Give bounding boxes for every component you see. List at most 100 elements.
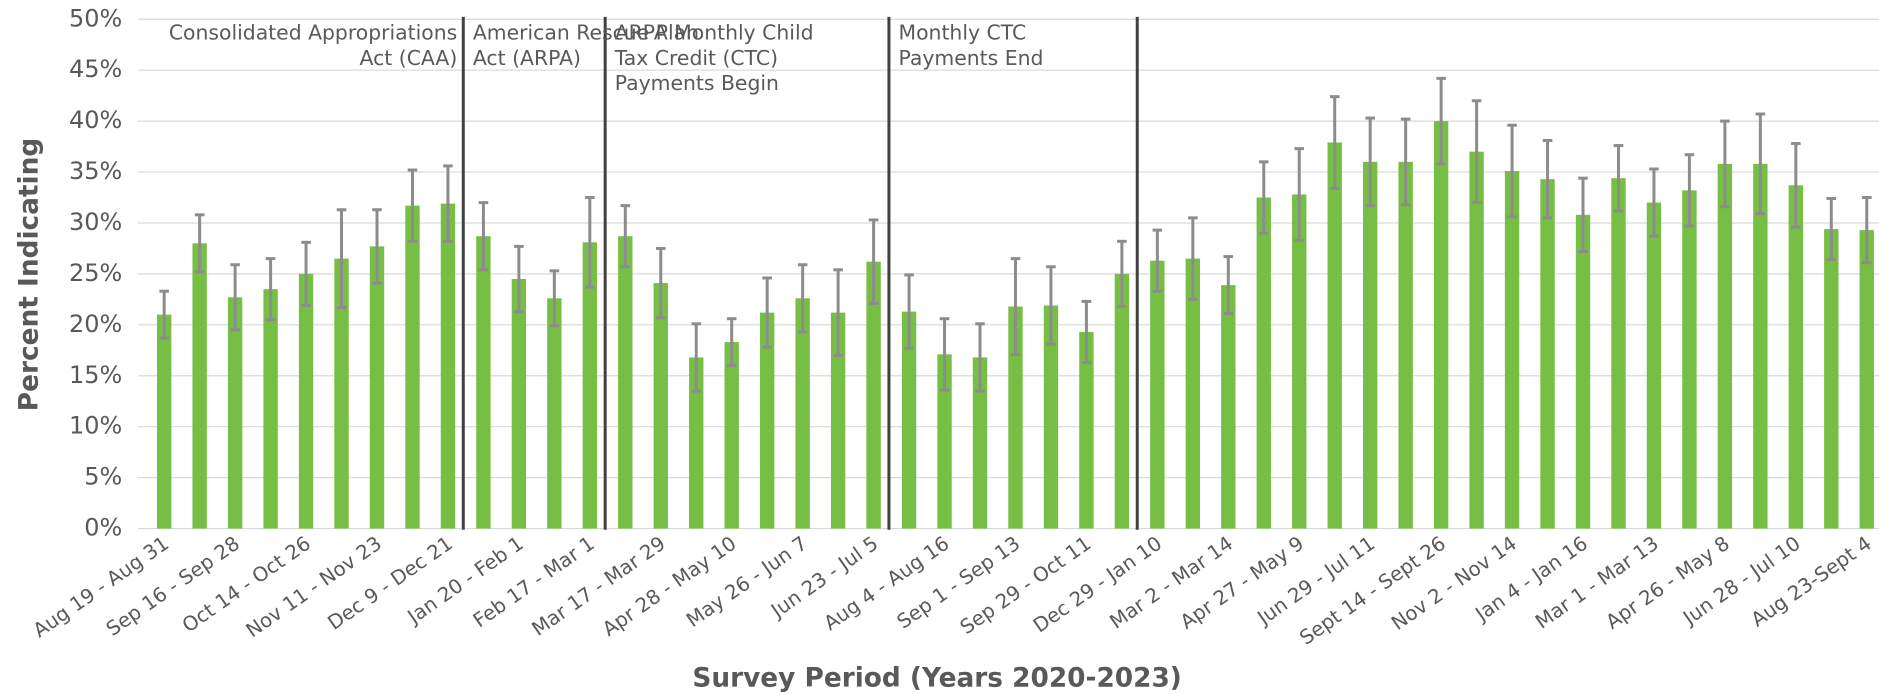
bar xyxy=(830,312,846,529)
bar xyxy=(1753,163,1768,529)
error-bar xyxy=(975,322,985,393)
bar xyxy=(1433,121,1449,529)
x-tick-label: Sep 29 - Oct 11 xyxy=(956,532,1095,639)
error-bar xyxy=(762,276,772,349)
error-bar xyxy=(1791,142,1801,229)
y-tick-label: 30% xyxy=(69,208,122,236)
bar xyxy=(937,354,952,529)
bar xyxy=(1256,197,1271,529)
bar xyxy=(440,203,456,529)
error-bar xyxy=(1578,176,1588,253)
bar xyxy=(1540,179,1555,529)
x-tick-label: Apr 26 - May 8 xyxy=(1602,532,1734,634)
bar xyxy=(1221,285,1236,529)
x-tick-label: May 26 - Jun 7 xyxy=(682,532,811,632)
bar xyxy=(263,289,278,529)
error-bar xyxy=(1861,196,1872,265)
bar xyxy=(795,298,810,529)
bar xyxy=(724,342,739,529)
bar xyxy=(1327,142,1342,529)
error-bar xyxy=(1720,119,1730,209)
bar xyxy=(1717,163,1733,529)
bar xyxy=(1824,229,1839,529)
y-tick-label: 25% xyxy=(69,259,122,287)
y-tick-label: 40% xyxy=(69,106,122,134)
x-tick-label: Dec 29 - Jan 10 xyxy=(1029,532,1166,638)
bar xyxy=(653,283,668,529)
bar xyxy=(227,297,243,529)
bar xyxy=(511,278,527,529)
bar xyxy=(1150,260,1165,529)
y-tick-label: 5% xyxy=(84,463,122,491)
annotation: Act (CAA) xyxy=(360,46,458,70)
x-tick-label: Jun 28 - Jul 10 xyxy=(1677,532,1804,631)
bar xyxy=(1185,258,1201,529)
error-bar xyxy=(1081,299,1092,365)
x-tick-label: Mar 2 - Mar 14 xyxy=(1106,532,1238,634)
bar xyxy=(689,357,704,529)
bar xyxy=(759,312,775,529)
error-bar xyxy=(797,263,808,334)
bar xyxy=(901,311,917,529)
annotation: Payments Begin xyxy=(615,71,779,95)
bar xyxy=(1398,161,1413,529)
error-bar xyxy=(1826,197,1837,262)
error-bar xyxy=(868,218,879,305)
bar xyxy=(1575,214,1591,529)
bar xyxy=(405,205,420,529)
error-bar xyxy=(1755,112,1766,216)
y-tick-label: 10% xyxy=(69,412,122,440)
x-tick-label: Aug 23-Sept 4 xyxy=(1747,532,1876,632)
bar xyxy=(1646,202,1662,529)
bar xyxy=(476,236,491,529)
error-bar xyxy=(1046,265,1056,346)
bar xyxy=(1043,305,1059,529)
error-bar xyxy=(904,273,914,350)
bar xyxy=(1611,178,1626,529)
error-bar xyxy=(585,196,595,289)
bar xyxy=(1079,331,1094,529)
y-tick-label: 15% xyxy=(69,361,122,389)
error-bar xyxy=(1294,147,1305,242)
bar xyxy=(1504,171,1520,529)
y-tick-label: 20% xyxy=(69,310,122,338)
bar xyxy=(1292,194,1307,529)
y-tick-label: 35% xyxy=(69,157,122,185)
error-bar xyxy=(301,240,311,307)
bar xyxy=(334,258,349,529)
error-bar xyxy=(1188,216,1198,301)
annotation: Monthly CTC xyxy=(899,21,1027,45)
error-bar xyxy=(1365,116,1375,208)
error-bar xyxy=(1258,160,1269,235)
bar xyxy=(547,298,562,529)
error-bar xyxy=(1613,144,1624,213)
error-bar xyxy=(159,289,169,340)
error-bar xyxy=(265,257,276,322)
bar xyxy=(972,357,988,529)
y-axis-title: Percent Indicating xyxy=(14,138,44,411)
error-bar xyxy=(1152,228,1163,293)
error-bar xyxy=(1436,76,1446,166)
bar xyxy=(1008,306,1023,529)
x-tick-label: Aug 4 - Aug 16 xyxy=(820,532,954,635)
annotation: ARPA Monthly Child xyxy=(615,21,814,45)
error-bar xyxy=(833,268,843,357)
bar xyxy=(582,242,598,529)
y-tick-label: 0% xyxy=(84,514,122,542)
error-bar xyxy=(620,204,631,269)
x-tick-label: Mar 1 - Mar 13 xyxy=(1531,532,1663,634)
error-bar xyxy=(407,168,418,243)
bar xyxy=(156,314,172,529)
error-bar xyxy=(1010,257,1021,356)
y-tick-label: 45% xyxy=(69,55,122,83)
bar xyxy=(866,261,881,529)
annotation: Consolidated Appropriations xyxy=(169,21,457,45)
error-bar xyxy=(1684,153,1695,228)
bar xyxy=(369,246,385,529)
error-bar xyxy=(194,213,205,274)
error-bar xyxy=(336,208,347,310)
annotation: American Rescue Plan xyxy=(473,21,699,45)
bar xyxy=(618,236,633,529)
x-tick-label: Apr 27 - May 9 xyxy=(1176,532,1308,634)
